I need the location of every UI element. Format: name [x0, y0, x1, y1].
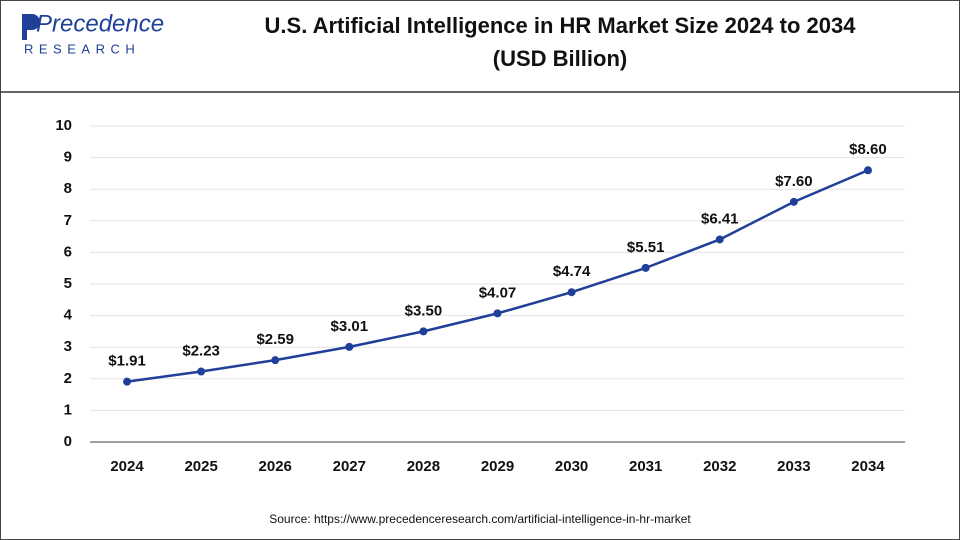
- chart-subtitle: (USD Billion): [493, 46, 627, 71]
- value-label: $5.51: [627, 239, 665, 256]
- value-label: $8.60: [849, 141, 887, 158]
- x-tick-label: 2027: [333, 458, 366, 475]
- point: [197, 367, 206, 376]
- logo: Precedence RESEARCH: [22, 10, 164, 56]
- value-label: $7.60: [775, 173, 813, 190]
- point: [345, 342, 354, 351]
- value-label: $2.23: [182, 343, 220, 360]
- x-tick-label: 2026: [259, 458, 292, 475]
- value-label: $1.91: [108, 353, 146, 370]
- point: [641, 263, 650, 272]
- x-tick-label: 2025: [184, 458, 217, 475]
- x-tick-label: 2033: [777, 458, 810, 475]
- y-tick-label: 6: [64, 243, 72, 260]
- y-tick-label: 5: [64, 275, 72, 292]
- source: Source: https://www.precedenceresearch.c…: [269, 512, 691, 526]
- x-tick-label: 2034: [851, 458, 885, 475]
- x-tick-label: 2030: [555, 458, 588, 475]
- x-tick-label: 2028: [407, 458, 440, 475]
- logo-name: Precedence: [36, 10, 164, 37]
- value-label: $2.59: [256, 331, 294, 348]
- y-tick-label: 0: [64, 433, 72, 450]
- y-tick-label: 4: [64, 307, 73, 324]
- value-label: $3.50: [405, 302, 443, 319]
- y-tick-label: 3: [64, 338, 72, 355]
- point: [271, 356, 280, 365]
- point: [419, 327, 428, 336]
- value-label: $4.74: [553, 263, 591, 280]
- y-tick-label: 1: [64, 401, 72, 418]
- x-tick-label: 2024: [110, 458, 144, 475]
- logo-icon: [22, 14, 40, 40]
- point: [567, 288, 576, 297]
- y-tick-label: 8: [64, 180, 72, 197]
- logo-tagline: RESEARCH: [24, 41, 140, 56]
- x-tick-label: 2029: [481, 458, 514, 475]
- y-tick-label: 9: [64, 149, 72, 166]
- point: [863, 166, 872, 175]
- y-tick-label: 2: [64, 370, 72, 387]
- y-tick-label: 10: [55, 117, 72, 134]
- point: [123, 377, 132, 386]
- point: [789, 197, 798, 206]
- value-label: $3.01: [331, 318, 369, 335]
- value-label: $4.07: [479, 284, 517, 301]
- point: [715, 235, 724, 244]
- value-label: $6.41: [701, 210, 739, 227]
- y-tick-label: 7: [64, 212, 72, 229]
- chart-title: U.S. Artificial Intelligence in HR Marke…: [265, 13, 857, 38]
- point: [493, 309, 502, 318]
- x-tick-label: 2031: [629, 458, 662, 475]
- x-tick-label: 2032: [703, 458, 736, 475]
